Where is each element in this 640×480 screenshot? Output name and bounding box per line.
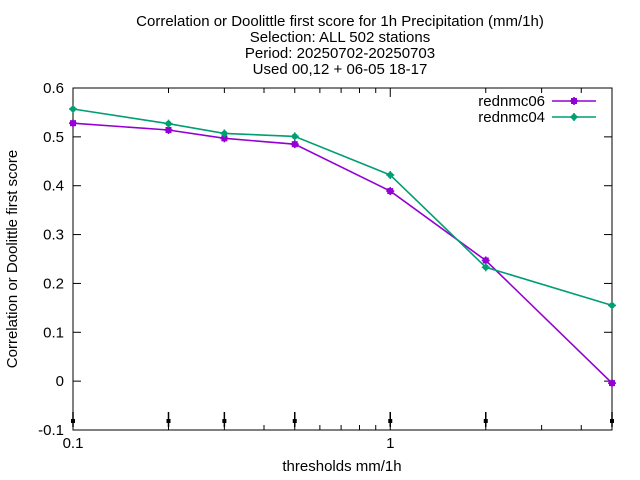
y-tick-label: 0.1 xyxy=(43,324,64,341)
title-line-1: Correlation or Doolittle first score for… xyxy=(136,13,544,30)
marker-dot xyxy=(609,380,615,387)
threshold-marker-dot xyxy=(610,419,614,423)
data-point xyxy=(481,256,490,265)
y-tick-label: -0.1 xyxy=(38,422,64,439)
marker-dot xyxy=(221,130,228,137)
marker-dot xyxy=(221,135,228,142)
marker-dot xyxy=(482,264,489,271)
title-line-2: Selection: ALL 502 stations xyxy=(250,29,430,46)
marker-dot xyxy=(482,257,489,264)
data-point xyxy=(290,140,299,149)
data-point xyxy=(608,379,616,388)
marker-dot xyxy=(387,188,394,195)
marker-dot xyxy=(70,106,76,113)
y-tick-label: 0 xyxy=(56,373,64,390)
marker-dot xyxy=(165,120,172,127)
y-tick-label: 0.5 xyxy=(43,129,64,146)
y-tick-label: 0.6 xyxy=(43,80,64,97)
y-axis-label: Correlation or Doolittle first score xyxy=(4,150,21,368)
marker-dot xyxy=(571,98,577,104)
x-tick-label: 0.1 xyxy=(63,435,84,452)
marker-dot xyxy=(609,302,615,309)
series-line-rednmc04 xyxy=(72,108,613,307)
legend-marker-rednmc04 xyxy=(570,113,578,121)
marker-dot xyxy=(387,171,394,178)
threshold-marker-dot xyxy=(483,419,488,423)
data-point xyxy=(220,129,229,138)
chart-title: Correlation or Doolittle first score for… xyxy=(136,13,544,78)
data-point xyxy=(290,132,299,141)
marker-dot xyxy=(70,120,76,127)
y-tick-label: 0.4 xyxy=(43,178,64,195)
marker-dot xyxy=(291,141,298,148)
threshold-markers xyxy=(71,412,614,427)
y-tick-label: 0.3 xyxy=(43,227,64,244)
y-tick-label: 0.2 xyxy=(43,275,64,292)
series-line-rednmc06 xyxy=(72,122,613,384)
y-axis: -0.1 0 0.1 0.2 0.3 0.4 0.5 0.6 xyxy=(38,80,612,439)
plot-border xyxy=(72,87,613,431)
threshold-marker-dot xyxy=(222,419,227,423)
data-point xyxy=(608,301,616,310)
data-point xyxy=(386,187,395,196)
legend-marker-rednmc06 xyxy=(570,97,578,105)
x-axis: 0.1 1 xyxy=(63,88,613,452)
series-rednmc04 xyxy=(69,105,616,310)
data-point xyxy=(481,263,490,272)
threshold-marker-dot xyxy=(292,419,297,423)
title-line-4: Used 00,12 + 06-05 18-17 xyxy=(253,61,428,78)
series-rednmc06 xyxy=(69,119,616,388)
data-point xyxy=(386,170,395,179)
threshold-marker-dot xyxy=(166,419,171,423)
title-line-3: Period: 20250702-20250703 xyxy=(245,45,435,62)
series-layer xyxy=(69,105,616,388)
marker-dot xyxy=(571,114,577,120)
marker-dot xyxy=(165,127,172,134)
data-point xyxy=(164,119,173,128)
data-point xyxy=(69,119,77,128)
legend-label-rednmc04: rednmc04 xyxy=(478,109,545,126)
legend-label-rednmc06: rednmc06 xyxy=(478,93,545,110)
threshold-marker-dot xyxy=(71,419,75,423)
threshold-marker-dot xyxy=(388,419,393,423)
x-tick-label: 1 xyxy=(386,435,394,452)
marker-dot xyxy=(291,133,298,140)
x-axis-label: thresholds mm/1h xyxy=(282,458,401,475)
data-point xyxy=(69,105,77,114)
